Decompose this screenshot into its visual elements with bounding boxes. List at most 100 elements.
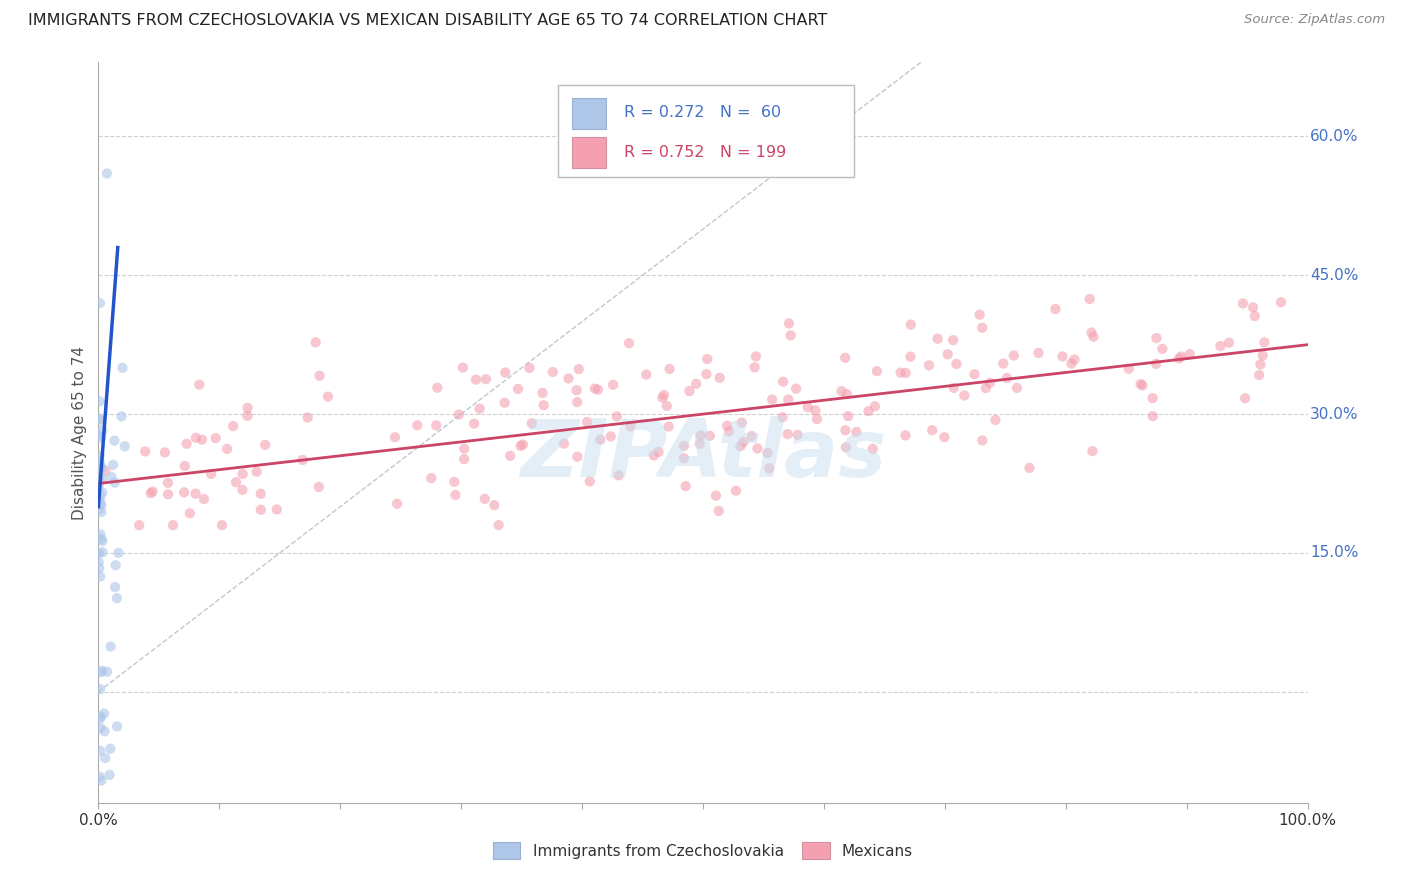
Point xyxy=(756,446,779,460)
Point xyxy=(96,665,118,679)
Point xyxy=(672,451,695,466)
Point xyxy=(834,423,856,437)
FancyBboxPatch shape xyxy=(558,85,855,178)
Text: 45.0%: 45.0% xyxy=(1310,268,1358,283)
Point xyxy=(699,429,721,443)
Point xyxy=(101,458,124,472)
Point xyxy=(972,320,994,334)
Point xyxy=(894,366,917,380)
Point xyxy=(1170,350,1192,364)
Point xyxy=(468,401,491,416)
Text: 30.0%: 30.0% xyxy=(1310,407,1358,422)
Point xyxy=(1028,346,1050,360)
Point xyxy=(188,377,211,392)
Point xyxy=(173,458,195,473)
Point xyxy=(519,360,541,375)
Point xyxy=(184,431,207,445)
Point xyxy=(1080,326,1102,340)
Point xyxy=(963,368,986,382)
Point xyxy=(98,768,121,782)
Point xyxy=(305,335,328,350)
Point xyxy=(249,487,271,501)
Point xyxy=(87,502,110,516)
Point xyxy=(835,387,858,401)
Point xyxy=(772,375,794,389)
Point xyxy=(786,427,808,442)
Point xyxy=(90,505,112,519)
Point xyxy=(236,401,259,415)
Point xyxy=(191,433,214,447)
Point xyxy=(90,665,112,680)
Point xyxy=(602,377,624,392)
Point xyxy=(250,502,273,516)
Point xyxy=(157,487,180,501)
Point xyxy=(104,580,127,594)
Y-axis label: Disability Age 65 to 74: Disability Age 65 to 74 xyxy=(72,345,87,520)
FancyBboxPatch shape xyxy=(572,98,606,129)
Point xyxy=(156,475,179,490)
Point xyxy=(889,366,911,380)
Point xyxy=(731,416,754,430)
Point xyxy=(541,365,564,379)
Point xyxy=(90,709,112,723)
Point xyxy=(778,392,800,407)
Point xyxy=(128,518,150,533)
Point xyxy=(724,483,747,498)
Point xyxy=(91,472,114,486)
Point xyxy=(200,467,222,481)
Point xyxy=(451,360,474,375)
Point xyxy=(531,386,554,401)
Point xyxy=(1251,348,1274,362)
Point xyxy=(972,434,994,448)
Point xyxy=(741,429,763,443)
Point xyxy=(91,424,114,438)
Point xyxy=(858,404,880,418)
Point xyxy=(758,461,780,475)
Point xyxy=(689,436,711,450)
Point xyxy=(104,475,127,490)
Point xyxy=(619,419,641,434)
FancyBboxPatch shape xyxy=(572,137,606,169)
Point xyxy=(444,488,467,502)
Point xyxy=(533,398,555,412)
Point xyxy=(89,488,111,502)
Point xyxy=(225,475,247,490)
Point xyxy=(96,166,118,180)
Point xyxy=(426,381,449,395)
Point xyxy=(606,409,628,424)
Point xyxy=(114,439,136,453)
Point xyxy=(733,434,755,449)
Point xyxy=(866,364,889,378)
Point xyxy=(266,502,288,516)
Point xyxy=(87,465,110,479)
Point xyxy=(567,450,589,464)
Point xyxy=(184,486,207,500)
Point xyxy=(936,347,959,361)
Point xyxy=(215,442,238,456)
Point xyxy=(1144,357,1167,371)
Point xyxy=(494,395,516,409)
Point xyxy=(105,591,128,606)
Point xyxy=(745,350,768,364)
Text: Source: ZipAtlas.com: Source: ZipAtlas.com xyxy=(1244,13,1385,27)
Point xyxy=(565,384,588,398)
Point xyxy=(797,400,820,414)
Point xyxy=(465,373,488,387)
Point xyxy=(1118,361,1140,376)
Point xyxy=(707,504,730,518)
Point xyxy=(695,367,717,381)
Point xyxy=(93,706,115,721)
Point xyxy=(254,438,277,452)
Point xyxy=(953,388,976,402)
Text: ZIPAtlas: ZIPAtlas xyxy=(520,416,886,494)
Point xyxy=(1178,347,1201,361)
Point xyxy=(709,371,731,385)
Point xyxy=(583,382,606,396)
Point xyxy=(900,350,922,364)
Point xyxy=(557,371,579,385)
Point xyxy=(689,428,711,442)
Point xyxy=(89,681,111,696)
Point xyxy=(778,317,800,331)
Point xyxy=(139,486,162,500)
Point xyxy=(179,507,201,521)
